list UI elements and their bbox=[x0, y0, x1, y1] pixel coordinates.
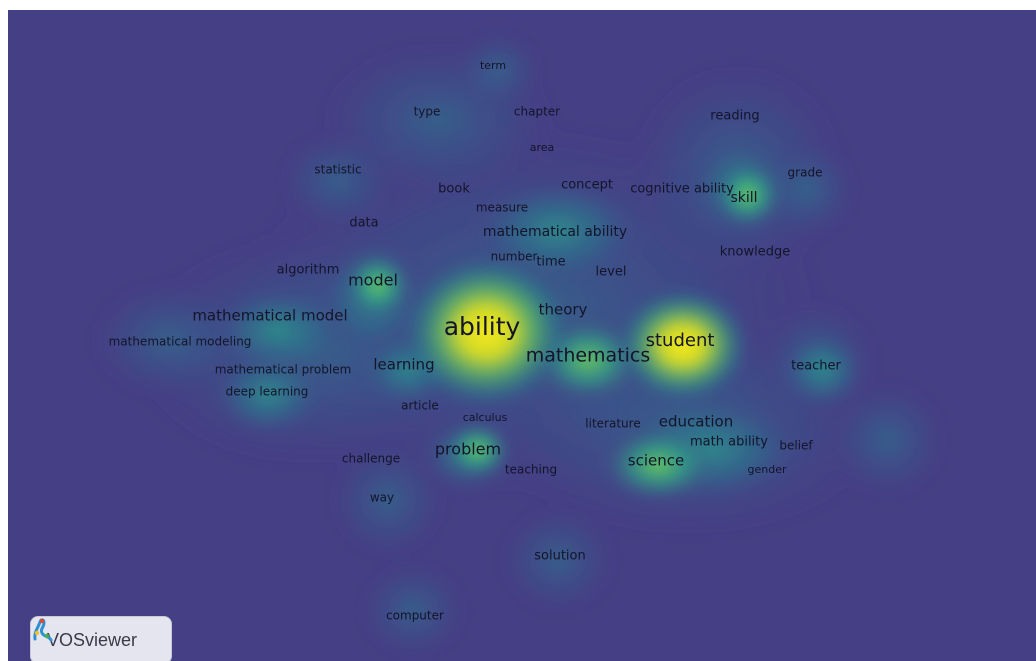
density-blob bbox=[598, 425, 718, 505]
vosviewer-logo-icon bbox=[33, 618, 53, 642]
term-label-way[interactable]: way bbox=[370, 491, 394, 505]
density-blob bbox=[453, 30, 543, 110]
term-label-knowledge[interactable]: knowledge bbox=[720, 245, 790, 260]
density-peak-student bbox=[613, 285, 753, 405]
density-map-canvas[interactable]: term type chapter reading area statistic grade… bbox=[8, 10, 1036, 661]
term-label-concept[interactable]: concept bbox=[561, 178, 613, 193]
term-label-algorithm[interactable]: algorithm bbox=[277, 263, 340, 278]
density-blob bbox=[713, 160, 783, 230]
term-labels: term type chapter reading area statistic grade… bbox=[109, 59, 842, 623]
density-blob bbox=[343, 250, 413, 320]
term-label-calculus[interactable]: calculus bbox=[463, 411, 508, 424]
term-label-problem[interactable]: problem bbox=[435, 440, 501, 459]
term-label-data[interactable]: data bbox=[349, 216, 378, 231]
term-label-book[interactable]: book bbox=[438, 182, 470, 197]
density-blob bbox=[208, 285, 348, 375]
density-blob bbox=[778, 330, 868, 410]
term-label-belief[interactable]: belief bbox=[779, 439, 813, 453]
term-label-teaching[interactable]: teaching bbox=[505, 463, 557, 477]
term-label-mathematical-modeling[interactable]: mathematical modeling bbox=[109, 335, 252, 349]
term-label-science[interactable]: science bbox=[628, 452, 684, 470]
term-label-chapter[interactable]: chapter bbox=[514, 105, 560, 119]
term-label-measure[interactable]: measure bbox=[476, 201, 528, 215]
vosviewer-brand-label: VOSviewer bbox=[47, 629, 138, 650]
term-label-deep-learning[interactable]: deep learning bbox=[226, 385, 309, 399]
term-label-skill[interactable]: skill bbox=[730, 190, 757, 206]
term-label-challenge[interactable]: challenge bbox=[342, 452, 400, 466]
density-blob bbox=[88, 280, 248, 400]
term-label-learning[interactable]: learning bbox=[373, 356, 434, 374]
term-label-teacher[interactable]: teacher bbox=[791, 359, 841, 374]
term-label-math-ability[interactable]: math ability bbox=[690, 435, 768, 450]
term-label-level[interactable]: level bbox=[596, 265, 627, 280]
term-label-education[interactable]: education bbox=[659, 413, 733, 431]
term-label-grade[interactable]: grade bbox=[788, 166, 823, 180]
term-label-literature[interactable]: literature bbox=[585, 417, 640, 431]
density-blob bbox=[828, 380, 948, 500]
term-label-statistic[interactable]: statistic bbox=[314, 163, 361, 177]
term-label-mathematical-model[interactable]: mathematical model bbox=[192, 307, 347, 325]
term-label-mathematical-ability[interactable]: mathematical ability bbox=[483, 224, 627, 240]
density-peak-ability bbox=[398, 252, 574, 412]
density-blob bbox=[358, 560, 468, 660]
term-label-solution[interactable]: solution bbox=[534, 549, 585, 564]
vosviewer-logo-badge: VOSviewer bbox=[30, 616, 172, 661]
term-label-theory[interactable]: theory bbox=[539, 301, 588, 319]
term-label-term[interactable]: term bbox=[480, 59, 506, 72]
term-label-mathematics[interactable]: mathematics bbox=[526, 345, 651, 367]
density-blob bbox=[443, 420, 513, 480]
term-label-area[interactable]: area bbox=[530, 141, 555, 154]
term-label-student[interactable]: student bbox=[646, 330, 715, 351]
term-label-cognitive-ability[interactable]: cognitive ability bbox=[630, 182, 734, 197]
term-label-computer[interactable]: computer bbox=[386, 609, 444, 623]
term-label-ability[interactable]: ability bbox=[444, 312, 521, 341]
density-blob bbox=[278, 130, 398, 230]
term-label-article[interactable]: article bbox=[401, 399, 439, 413]
term-label-number[interactable]: number bbox=[491, 250, 538, 264]
term-label-reading[interactable]: reading bbox=[710, 109, 759, 124]
density-layer bbox=[88, 30, 948, 660]
term-label-mathematical-problem[interactable]: mathematical problem bbox=[215, 363, 352, 377]
term-label-model[interactable]: model bbox=[348, 271, 398, 290]
density-blob bbox=[498, 505, 618, 615]
density-blob bbox=[328, 440, 448, 560]
term-label-gender[interactable]: gender bbox=[748, 463, 787, 476]
term-label-time[interactable]: time bbox=[536, 255, 565, 270]
density-map[interactable]: term type chapter reading area statistic grade… bbox=[8, 10, 1036, 661]
term-label-type[interactable]: type bbox=[414, 105, 441, 119]
